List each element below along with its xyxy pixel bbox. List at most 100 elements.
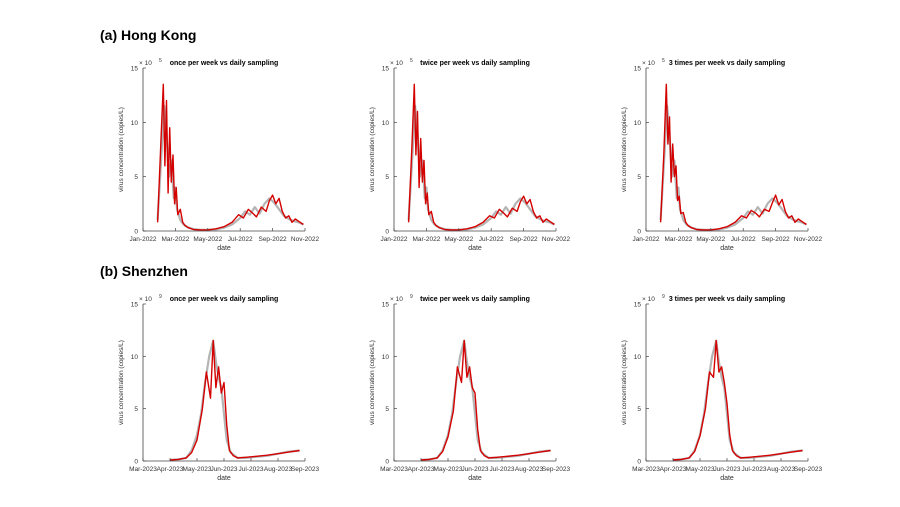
chart-panel-2: 0 5 10 15 Jan-2022 Mar-2022 May-2022 Jul-2022 Se… [369, 58, 570, 252]
x-tick-label: Mar-2022 [412, 236, 440, 243]
y-axis-label: virus concentration (copies/L) [621, 107, 628, 192]
series-line-red [169, 339, 300, 461]
y-tick-label: 0 [385, 459, 389, 466]
y-tick-label: 0 [134, 229, 138, 236]
x-tick-label: Sep-2022 [761, 236, 790, 243]
y-axis-label: virus concentration (copies/L) [118, 107, 125, 192]
y-tick-label: 5 [385, 406, 389, 413]
y-tick-label: 0 [637, 229, 641, 236]
series-line-grey [407, 104, 555, 231]
series-line-red [156, 83, 304, 231]
chart-title: 3 times per week vs daily sampling [669, 296, 785, 303]
y-tick-label: 5 [637, 406, 641, 413]
exponent-power: 5 [410, 58, 413, 64]
series-line-grey [420, 339, 551, 462]
y-tick-label: 15 [131, 302, 139, 309]
y-tick-label: 10 [634, 120, 642, 127]
x-tick-label: Jul-2023 [239, 466, 264, 473]
x-tick-label: May-2023 [434, 466, 463, 473]
x-tick-label: Mar-2022 [664, 236, 692, 243]
y-tick-label: 10 [382, 120, 390, 127]
exponent-power: 9 [662, 294, 665, 300]
chart-title: twice per week vs daily sampling [420, 60, 530, 67]
section-title-shenzhen: (b) Shenzhen [100, 263, 188, 279]
x-tick-label: Sep-2022 [509, 236, 538, 243]
x-tick-label: Jan-2022 [129, 236, 156, 243]
y-tick-label: 0 [637, 459, 641, 466]
chart-panel-1: 0 5 10 15 Jan-2022 Mar-2022 May-2022 Jul-2022 Se… [118, 58, 319, 252]
x-tick-label: Jul-2023 [742, 466, 767, 473]
chart-panel-3: 0 5 10 15 Jan-2022 Mar-2022 May-2022 Jul-2022 Se… [621, 58, 822, 252]
series-line-red [420, 339, 551, 461]
exponent-power: 5 [159, 58, 162, 64]
series-line-grey [659, 104, 807, 231]
x-tick-label: Jul-2022 [228, 236, 253, 243]
x-tick-label: Sep-2023 [291, 466, 320, 473]
x-axis-label: date [468, 475, 482, 482]
x-tick-label: Jan-2022 [380, 236, 407, 243]
y-tick-label: 10 [131, 120, 139, 127]
x-tick-label: Apr-2023 [660, 466, 687, 473]
section-title-hong-kong: (a) Hong Kong [100, 27, 197, 43]
exponent-label: × 10 [390, 60, 403, 67]
exponent-label: × 10 [390, 296, 403, 303]
y-tick-label: 15 [634, 66, 642, 73]
exponent-label: × 10 [139, 296, 152, 303]
series-line-red [659, 83, 807, 231]
y-tick-label: 5 [637, 174, 641, 181]
y-tick-label: 5 [134, 406, 138, 413]
x-axis-label: date [217, 245, 231, 252]
x-tick-label: Jul-2022 [479, 236, 504, 243]
y-tick-label: 15 [382, 66, 390, 73]
x-tick-label: May-2022 [696, 236, 725, 243]
x-tick-label: Jul-2023 [490, 466, 515, 473]
x-tick-label: May-2022 [193, 236, 222, 243]
chart-title: 3 times per week vs daily sampling [669, 60, 785, 67]
y-tick-label: 0 [385, 229, 389, 236]
y-axis-label: virus concentration (copies/L) [118, 340, 125, 425]
series-line-red [672, 339, 803, 461]
series-line-grey [672, 339, 803, 462]
chart-title: once per week vs daily sampling [170, 296, 279, 303]
x-axis-label: date [720, 245, 734, 252]
exponent-label: × 10 [642, 296, 655, 303]
y-tick-label: 15 [131, 66, 139, 73]
x-tick-label: Sep-2022 [258, 236, 287, 243]
y-tick-label: 10 [634, 354, 642, 361]
y-tick-label: 5 [134, 174, 138, 181]
x-tick-label: Sep-2023 [542, 466, 571, 473]
x-tick-label: Nov-2022 [291, 236, 320, 243]
x-tick-label: Aug-2023 [264, 466, 293, 473]
x-tick-label: Mar-2023 [129, 466, 157, 473]
y-axis-label: virus concentration (copies/L) [621, 340, 628, 425]
exponent-label: × 10 [642, 60, 655, 67]
x-tick-label: Jul-2022 [731, 236, 756, 243]
y-tick-label: 15 [634, 302, 642, 309]
x-tick-label: Jun-2023 [461, 466, 488, 473]
x-tick-label: Jun-2023 [210, 466, 237, 473]
y-axis-label: virus concentration (copies/L) [369, 340, 376, 425]
x-tick-label: Apr-2023 [157, 466, 184, 473]
x-tick-label: Aug-2023 [515, 466, 544, 473]
x-tick-label: May-2023 [183, 466, 212, 473]
y-tick-label: 10 [131, 354, 139, 361]
series-line-red [407, 83, 555, 231]
x-tick-label: Nov-2022 [542, 236, 571, 243]
exponent-label: × 10 [139, 60, 152, 67]
exponent-power: 9 [159, 294, 162, 300]
y-axis-label: virus concentration (copies/L) [369, 107, 376, 192]
chart-title: once per week vs daily sampling [170, 60, 279, 67]
chart-title: twice per week vs daily sampling [420, 296, 530, 303]
x-tick-label: Mar-2023 [632, 466, 660, 473]
x-axis-label: date [468, 245, 482, 252]
exponent-power: 9 [410, 294, 413, 300]
x-tick-label: Jan-2022 [632, 236, 659, 243]
x-axis-label: date [720, 475, 734, 482]
y-tick-label: 5 [385, 174, 389, 181]
y-tick-label: 10 [382, 354, 390, 361]
x-tick-label: May-2022 [444, 236, 473, 243]
y-tick-label: 15 [382, 302, 390, 309]
